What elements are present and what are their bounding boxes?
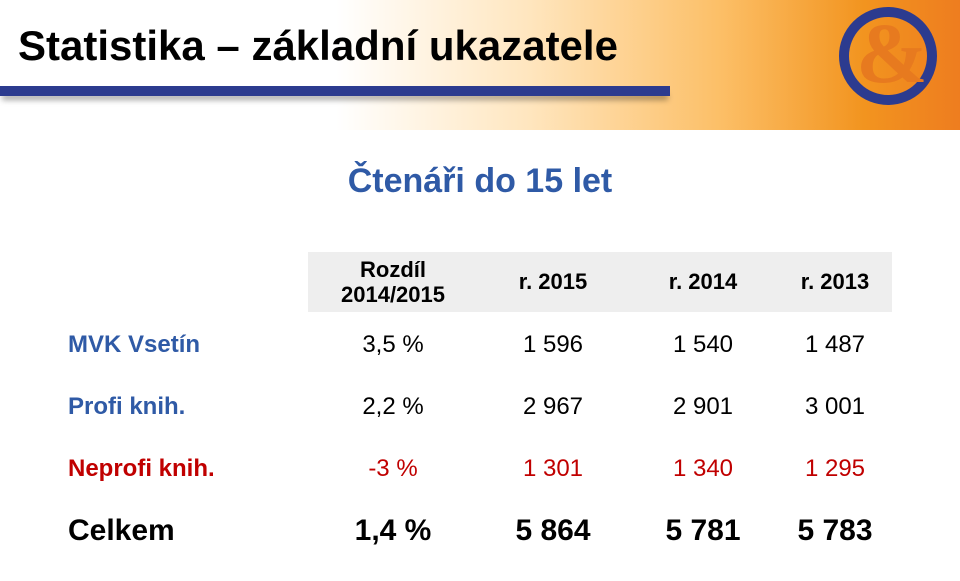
row-label: Neprofi knih.: [68, 440, 308, 498]
table-row: Profi knih. 2,2 % 2 967 2 901 3 001: [68, 378, 892, 436]
cell-2014: 2 901: [628, 378, 778, 436]
subtitle: Čtenáři do 15 let: [0, 162, 960, 201]
table-header-row: Rozdíl 2014/2015 r. 2015 r. 2014 r. 2013: [68, 252, 892, 312]
table-row-total: Celkem 1,4 % 5 864 5 781 5 783: [68, 502, 892, 560]
row-label: Profi knih.: [68, 378, 308, 436]
table-row: Neprofi knih. -3 % 1 301 1 340 1 295: [68, 440, 892, 498]
table-row: MVK Vsetín 3,5 % 1 596 1 540 1 487: [68, 316, 892, 374]
cell-2014: 1 540: [628, 316, 778, 374]
cell-2013: 3 001: [778, 378, 892, 436]
cell-diff: -3 %: [308, 440, 478, 498]
title-underline: [0, 86, 670, 96]
cell-diff: 3,5 %: [308, 316, 478, 374]
header-2013: r. 2013: [778, 252, 892, 312]
svg-text:&: &: [856, 6, 928, 101]
header-2015: r. 2015: [478, 252, 628, 312]
row-label: MVK Vsetín: [68, 316, 308, 374]
cell-diff: 1,4 %: [308, 502, 478, 560]
page-title: Statistika – základní ukazatele: [18, 22, 618, 70]
stats-table: Rozdíl 2014/2015 r. 2015 r. 2014 r. 2013…: [68, 248, 892, 564]
cell-diff: 2,2 %: [308, 378, 478, 436]
cell-2013: 5 783: [778, 502, 892, 560]
header-empty: [68, 252, 308, 312]
row-label-total: Celkem: [68, 502, 308, 560]
ampersand-logo: &: [838, 6, 938, 106]
cell-2015: 1 596: [478, 316, 628, 374]
header-diff-line2: 2014/2015: [341, 282, 445, 307]
cell-2015: 2 967: [478, 378, 628, 436]
cell-2015: 5 864: [478, 502, 628, 560]
header: & Statistika – základní ukazatele: [0, 0, 960, 130]
slide: & Statistika – základní ukazatele Čtenář…: [0, 0, 960, 581]
cell-2015: 1 301: [478, 440, 628, 498]
header-diff: Rozdíl 2014/2015: [308, 252, 478, 312]
cell-2014: 5 781: [628, 502, 778, 560]
cell-2014: 1 340: [628, 440, 778, 498]
cell-2013: 1 487: [778, 316, 892, 374]
header-diff-line1: Rozdíl: [360, 257, 426, 282]
header-2014: r. 2014: [628, 252, 778, 312]
cell-2013: 1 295: [778, 440, 892, 498]
